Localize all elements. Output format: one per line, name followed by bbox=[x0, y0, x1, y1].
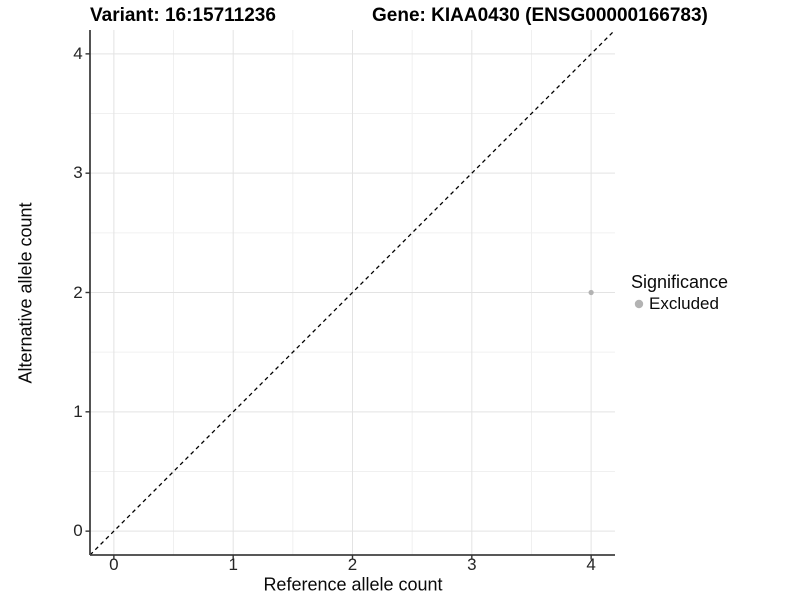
x-tick-label: 4 bbox=[586, 555, 596, 574]
x-tick-label: 1 bbox=[228, 555, 238, 574]
gene-title: Gene: KIAA0430 (ENSG00000166783) bbox=[372, 5, 708, 26]
y-tick-label: 1 bbox=[73, 401, 83, 421]
legend-dot-svg bbox=[634, 299, 644, 309]
identity-dashed-line bbox=[89, 29, 616, 556]
legend-item-label: Excluded bbox=[649, 294, 719, 313]
legend-item: Excluded bbox=[631, 294, 728, 314]
data-point bbox=[588, 289, 594, 296]
legend-dot-icon bbox=[634, 299, 644, 309]
y-axis-title: Alternative allele count bbox=[15, 202, 36, 384]
legend: Significance Excluded bbox=[631, 272, 728, 314]
variant-title: Variant: 16:15711236 bbox=[90, 5, 276, 26]
y-tick-label: 3 bbox=[73, 163, 83, 183]
legend-title: Significance bbox=[631, 272, 729, 292]
y-tick-label: 0 bbox=[73, 521, 83, 541]
x-tick-label: 0 bbox=[109, 555, 119, 574]
x-tick-label: 3 bbox=[467, 555, 477, 574]
x-tick-label: 2 bbox=[347, 555, 358, 574]
y-tick-label: 4 bbox=[73, 43, 83, 63]
legend-key-dot-icon bbox=[631, 296, 647, 312]
x-axis-title: Reference allele count bbox=[263, 574, 443, 595]
y-tick-label: 2 bbox=[73, 282, 83, 302]
